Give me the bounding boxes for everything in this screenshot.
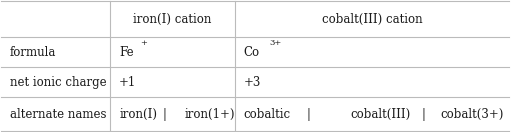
Text: formula: formula [10, 46, 56, 59]
Text: cobalt(III): cobalt(III) [350, 108, 410, 121]
Text: |: | [421, 108, 425, 121]
Text: alternate names: alternate names [10, 108, 106, 121]
Text: Co: Co [244, 46, 260, 59]
Text: +: + [141, 39, 147, 47]
Text: +3: +3 [244, 76, 261, 89]
Text: net ionic charge: net ionic charge [10, 76, 106, 89]
Text: |: | [306, 108, 310, 121]
Text: iron(I) cation: iron(I) cation [133, 13, 212, 25]
Text: iron(I): iron(I) [119, 108, 157, 121]
Text: iron(1+): iron(1+) [185, 108, 235, 121]
Text: cobalt(III) cation: cobalt(III) cation [322, 13, 422, 25]
Text: |: | [162, 108, 166, 121]
Text: cobaltic: cobaltic [244, 108, 291, 121]
Text: Fe: Fe [119, 46, 134, 59]
Text: +1: +1 [119, 76, 136, 89]
Text: 3+: 3+ [269, 39, 281, 47]
Text: cobalt(3+): cobalt(3+) [441, 108, 504, 121]
